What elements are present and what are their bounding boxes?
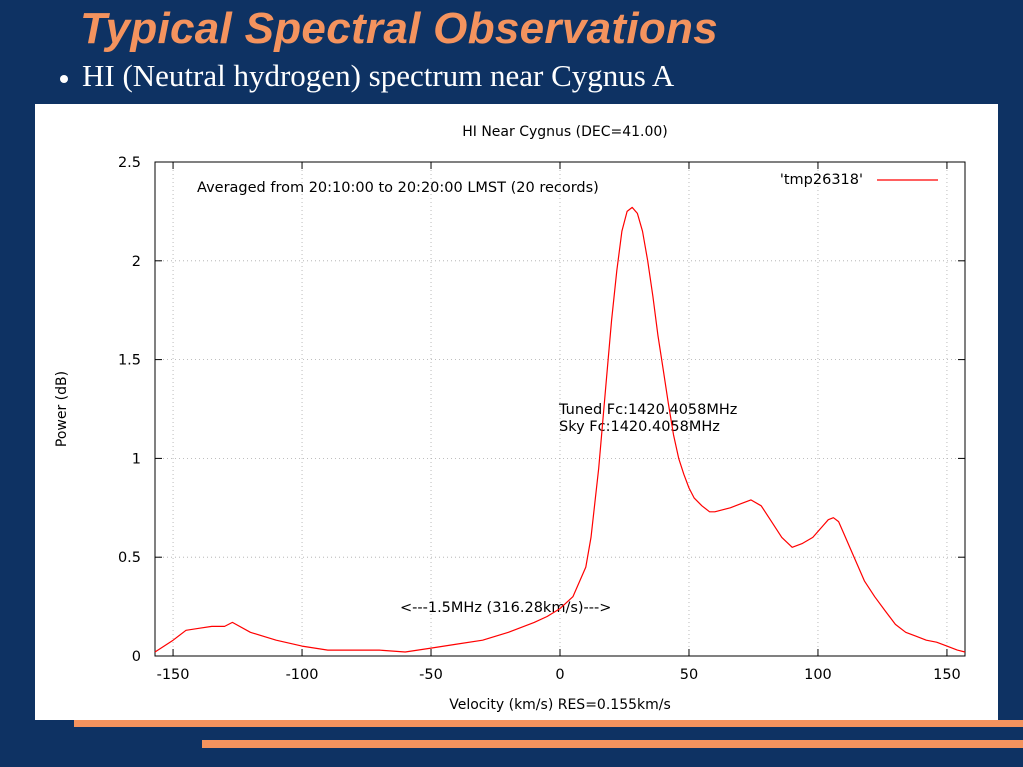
averaged-annotation: Averaged from 20:10:00 to 20:20:00 LMST …: [197, 180, 599, 196]
x-tick-label: 100: [804, 667, 832, 683]
x-axis-label: Velocity (km/s) RES=0.155km/s: [449, 697, 671, 713]
y-tick-labels: 0 0.5 1 1.5 2 2.5: [118, 155, 141, 665]
y-axis-label: Power (dB): [54, 371, 70, 447]
x-tick-label: -100: [286, 667, 319, 683]
tuned-frequency-annotation: Tuned Fc:1420.4058MHz: [558, 402, 737, 418]
spectrum-chart: -150 -100 -50 0 50 100 150 0 0.5 1 1.5 2 2.5 HI Nea…: [54, 124, 966, 713]
bandwidth-annotation: <---1.5MHz (316.28km/s)--->: [400, 600, 611, 616]
y-tick-label: 1: [132, 451, 141, 467]
y-tick-label: 2.5: [118, 155, 141, 171]
bullet-text: HI (Neutral hydrogen) spectrum near Cygn…: [82, 58, 675, 93]
slide-title: Typical Spectral Observations: [80, 4, 718, 53]
y-tick-label: 2: [132, 254, 141, 270]
legend: 'tmp26318': [780, 172, 938, 188]
y-tick-label: 0: [132, 649, 141, 665]
y-tick-label: 1.5: [118, 353, 141, 369]
accent-stripe-top: [74, 720, 1023, 727]
series-line-tmp26318: [154, 206, 966, 653]
x-tick-labels: -150 -100 -50 0 50 100 150: [157, 667, 961, 683]
bullet-item: HI (Neutral hydrogen) spectrum near Cygn…: [60, 58, 674, 94]
x-tick-label: -150: [157, 667, 190, 683]
legend-label: 'tmp26318': [780, 172, 863, 188]
chart-title: HI Near Cygnus (DEC=41.00): [462, 124, 668, 140]
bullet-dot-icon: [60, 75, 68, 83]
y-tick-label: 0.5: [118, 550, 141, 566]
accent-stripe-bottom: [202, 740, 1023, 748]
x-tick-label: 150: [933, 667, 961, 683]
x-tick-label: -50: [419, 667, 443, 683]
x-tick-label: 0: [555, 667, 564, 683]
plot-panel: -150 -100 -50 0 50 100 150 0 0.5 1 1.5 2 2.5 HI Nea…: [35, 104, 998, 720]
sky-frequency-annotation: Sky Fc:1420.4058MHz: [559, 419, 720, 435]
tick-marks: [155, 161, 965, 657]
x-tick-label: 50: [680, 667, 698, 683]
